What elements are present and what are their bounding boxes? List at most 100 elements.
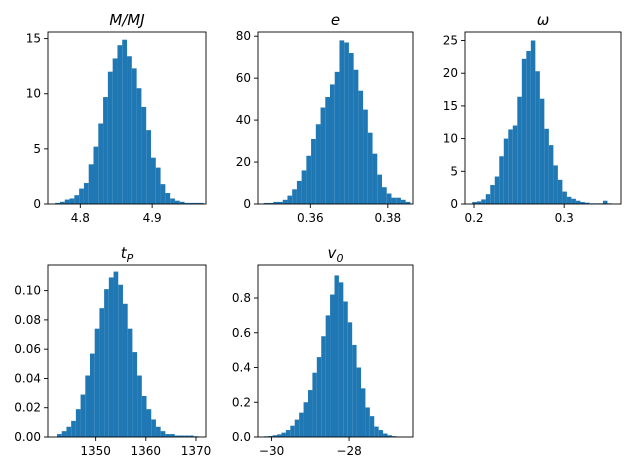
histogram-bar [194,202,199,204]
subplot-title: ω [537,11,550,29]
histogram-bar [503,138,509,204]
histogram-bar [131,68,137,204]
histogram-bar [108,277,114,437]
histogram-bar [299,412,304,437]
histogram-bar [476,201,482,204]
axes-frame [464,31,622,205]
subplot-5: −30 −28 0.0 0.2 0.4 0.6 0.8 v0 [232,244,414,458]
histogram-bar [146,409,152,437]
histogram-bar [494,176,500,204]
histogram-bar [320,107,326,204]
y-tick-label: 0.4 [232,361,251,375]
y-tick-label: 0.02 [14,401,41,415]
histogram-bar [141,106,147,204]
histogram-bar [329,84,335,204]
histogram-bar [198,202,204,204]
x-tick-label: 1350 [80,444,111,458]
histogram-bar [512,125,518,204]
histogram-bar [189,202,195,204]
histogram-bar [174,435,180,437]
histogram-bar [386,193,392,204]
y-tick-label: 0.06 [14,342,41,356]
subplot-title: e [331,11,340,29]
histogram-bar [306,155,312,204]
histogram-bar [127,56,132,204]
histogram-bar [150,157,156,204]
histogram-bar [378,430,384,437]
histogram-bar [571,198,576,204]
histogram-bar [521,58,527,204]
histogram-bar [348,52,354,204]
histogram-bar [353,69,359,204]
histogram-bar [325,97,330,204]
histogram-bar [369,416,375,437]
histogram-bar [303,402,308,437]
histogram-bar [285,430,291,437]
x-tick-label: 1360 [131,444,162,458]
histogram-bar [365,407,370,437]
x-tick-label: 4.9 [143,211,162,225]
histogram-bar [382,187,387,204]
y-tick-label: 0.0 [232,430,251,444]
histogram-bar [334,71,340,204]
histogram-bar [580,202,585,204]
histogram-bar [160,184,166,204]
histogram-bar [358,90,364,204]
y-tick-label: 0.2 [232,395,251,409]
x-tick-label: 0.2 [464,211,483,225]
histogram-bar [165,434,171,437]
histogram-bar [539,98,545,204]
y-tick-label: 10 [26,87,41,101]
histogram-bar [184,202,190,204]
histogram-bar [59,201,65,204]
histogram-bar [85,375,90,437]
histogram-bar [160,431,166,437]
histogram-bar [481,199,486,204]
histogram-bar [383,433,388,437]
histogram-bar [107,71,113,204]
histogram-bar [387,435,392,437]
histogram-bar [311,138,316,204]
histogram-bar [273,201,278,204]
histogram-bar [136,88,142,204]
x-tick-label: 0.36 [297,211,324,225]
histogram-bar [294,419,300,437]
histogram-bar [94,328,100,437]
histogram-bar [122,39,128,204]
histogram-bar [170,198,175,204]
histogram-bar [113,271,119,437]
axes-frame [257,31,414,205]
subplot-title: M/MJ [109,11,144,29]
histogram-bar [263,202,269,204]
histogram-bar [165,192,171,204]
y-tick-label: 15 [443,99,458,113]
histogram-bar [174,200,180,204]
histogram-bar [338,282,344,437]
x-tick-label: 0.38 [374,211,401,225]
histogram-bar [75,409,81,437]
subplot-1: 4.8 4.9 0 5 10 15 M/MJ [26,11,207,225]
x-tick-label: 4.8 [71,211,90,225]
histogram-bar [117,45,123,204]
histogram-bar [71,420,76,437]
histogram-bar [155,167,161,204]
histogram-bar [553,165,558,204]
y-tick-label: 0.08 [14,313,41,327]
histogram-bar [344,42,349,204]
histogram-bar [339,40,345,204]
x-tick-label: 1370 [181,444,212,458]
histogram-bar [530,40,536,205]
histogram-bar [287,195,293,204]
histogram-bar [360,388,366,437]
histogram-bar [296,180,302,204]
histogram-bar [93,146,99,204]
histogram-bar [104,289,109,437]
histogram-bar [325,315,331,437]
y-tick-label: 25 [443,34,458,48]
histogram-bar [316,357,322,437]
histogram-bar [103,97,108,204]
histogram-bar [347,322,353,437]
histogram-bar [499,156,504,204]
histogram-bar [490,185,495,204]
